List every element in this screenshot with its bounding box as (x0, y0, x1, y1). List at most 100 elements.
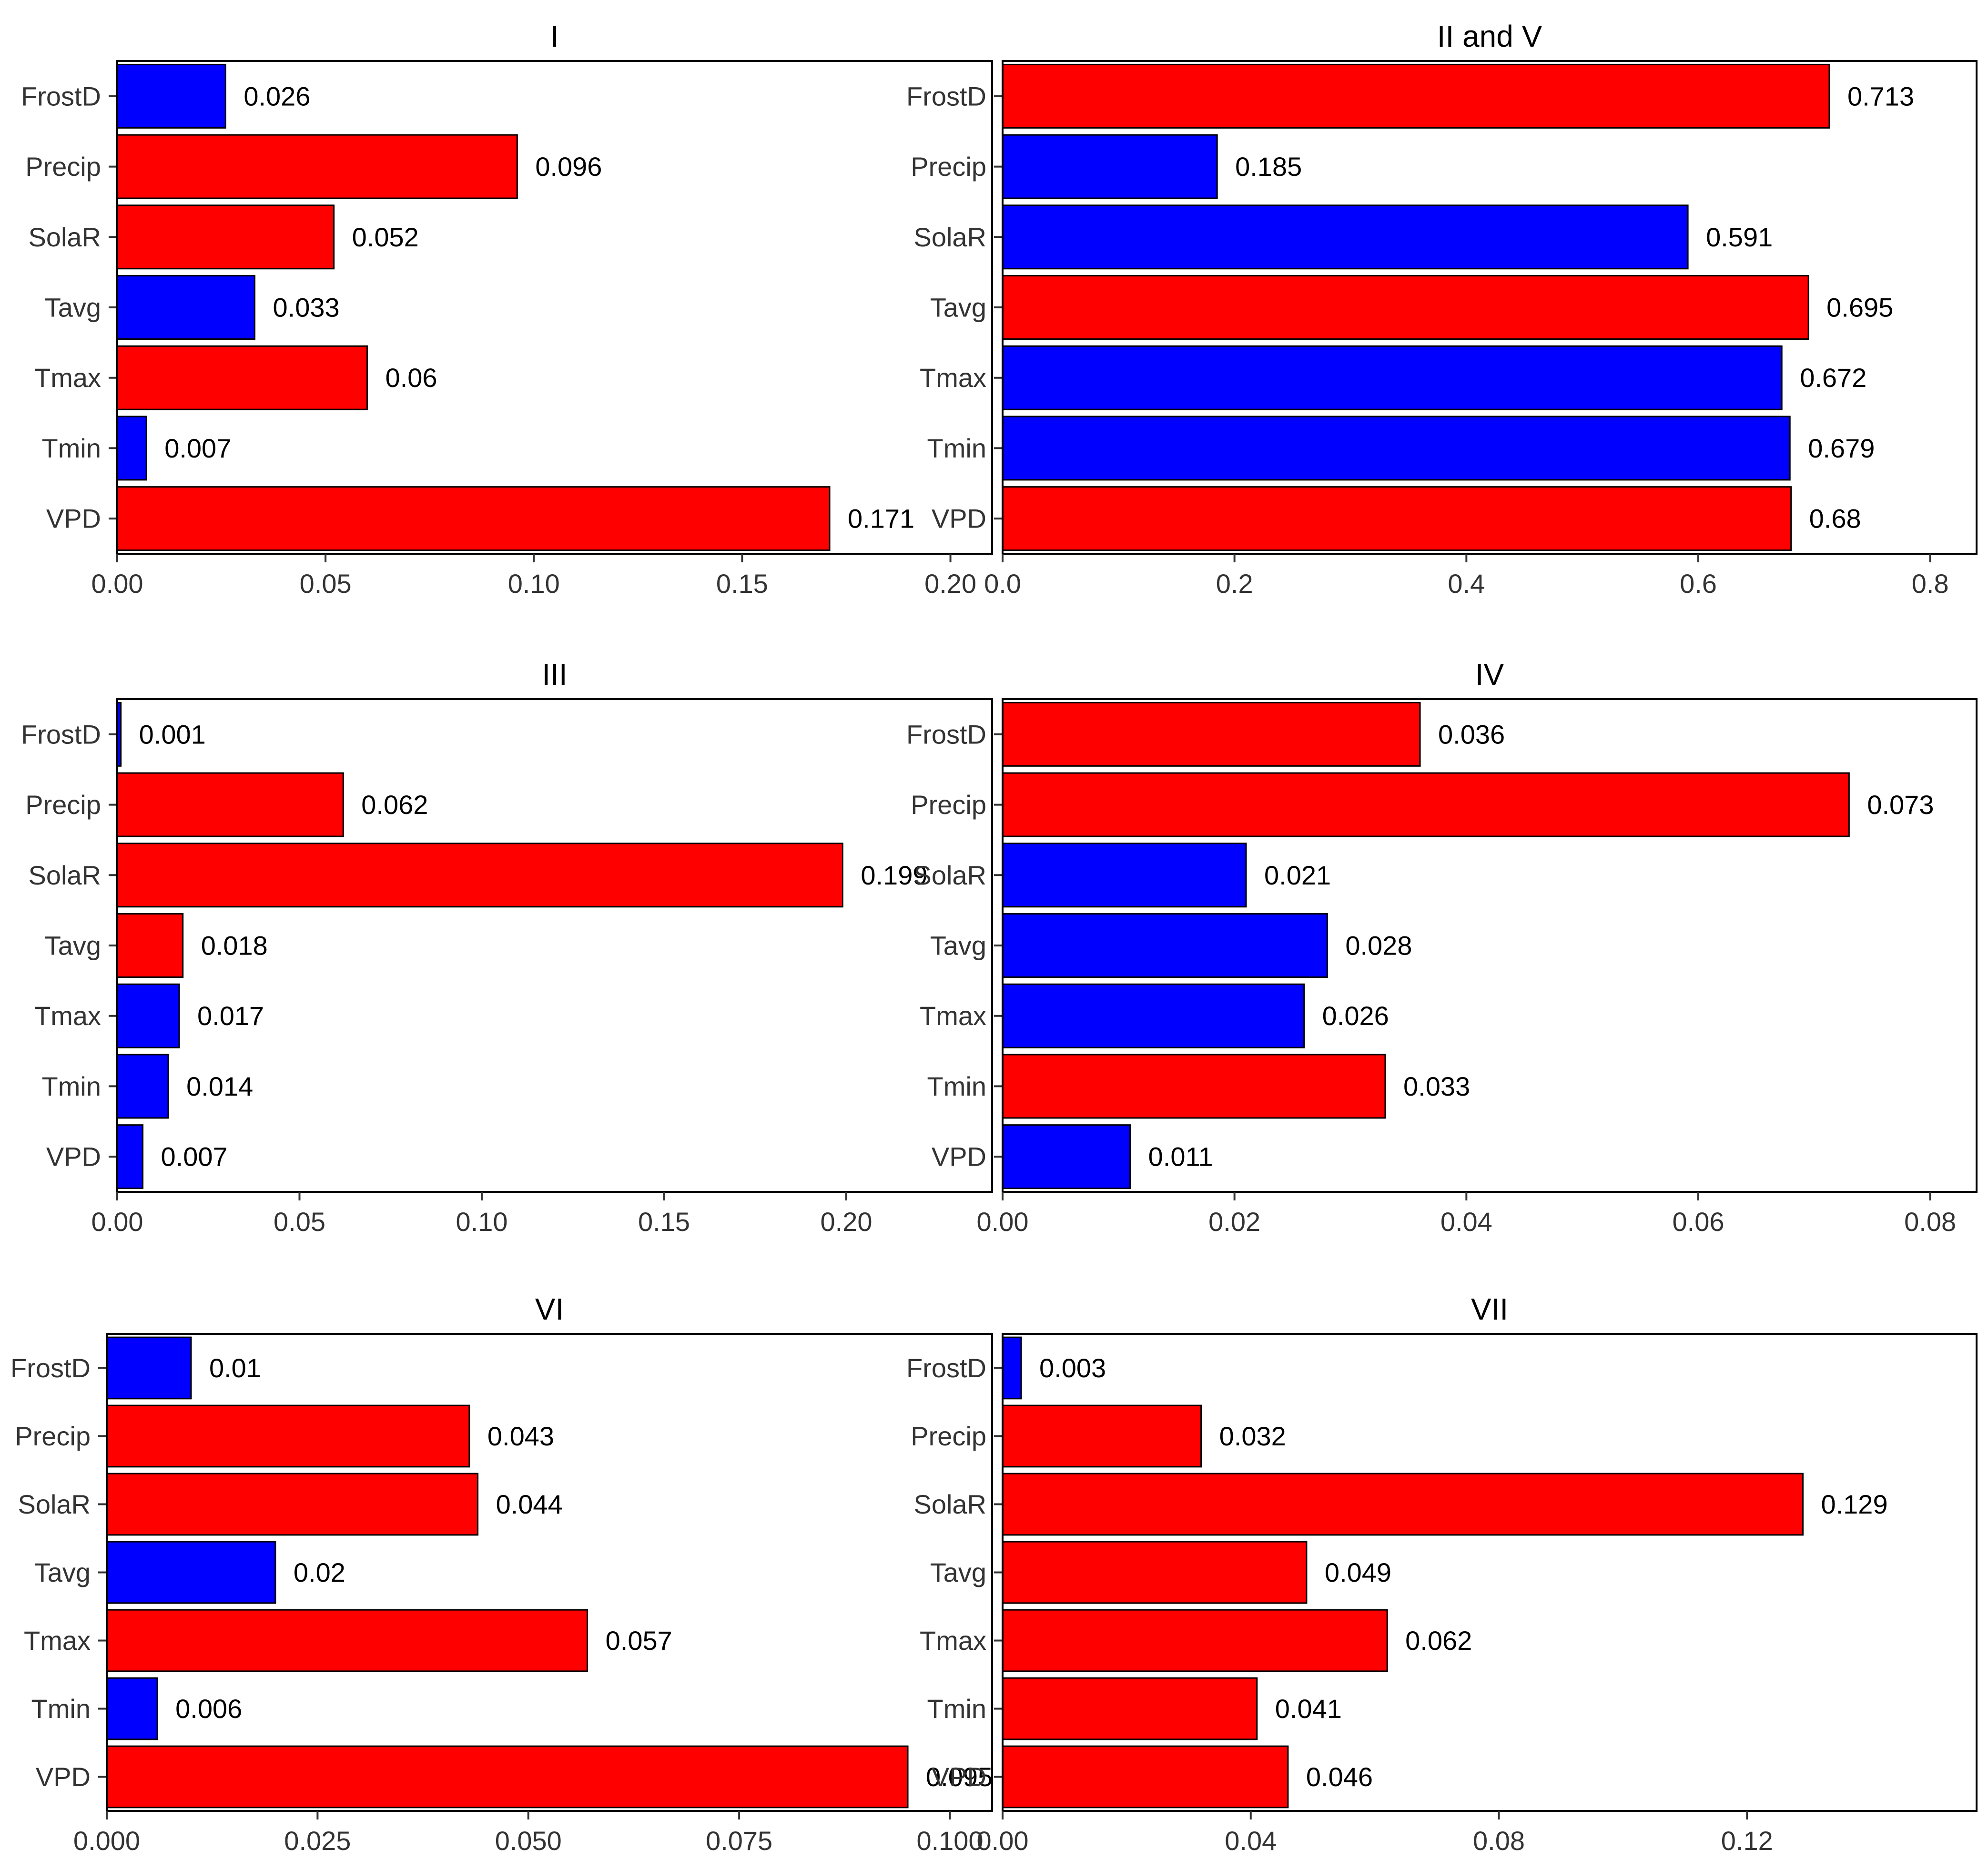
bar-precip (116, 134, 518, 199)
bar-precip (1002, 1404, 1202, 1468)
bar-precip (1002, 134, 1218, 199)
x-tick-label: 0.20 (924, 569, 976, 599)
value-label: 0.073 (1867, 790, 1934, 820)
value-label: 0.017 (197, 1001, 264, 1031)
category-label: VPD (932, 1142, 986, 1172)
category-label: Tavg (34, 1557, 91, 1587)
x-tick-label: 0.8 (1912, 569, 1949, 599)
category-label: Tmax (34, 1001, 101, 1031)
bar-tavg (116, 275, 256, 340)
category-label: Tavg (45, 293, 101, 323)
bar-precip (116, 772, 344, 837)
x-tick-label: 0.075 (706, 1826, 772, 1856)
value-label: 0.043 (487, 1421, 554, 1451)
bar-tmax (106, 1609, 588, 1672)
bar-frostd (106, 1336, 192, 1400)
category-label: Tmin (42, 433, 101, 463)
panel-5: VI FrostD 0.01 Precip 0.043 SolaR 0.044 Tavg 0.0… (10, 1292, 993, 1860)
bar-vpd (116, 1124, 144, 1189)
panel-title: VII (1471, 1292, 1508, 1326)
panel-title: I (550, 19, 559, 53)
category-label: FrostD (21, 719, 101, 749)
bar-frostd (116, 63, 226, 129)
value-label: 0.003 (1039, 1353, 1106, 1383)
category-label: Precip (15, 1421, 91, 1451)
value-label: 0.01 (209, 1353, 261, 1383)
x-tick-label: 0.12 (1721, 1826, 1773, 1856)
value-label: 0.096 (535, 152, 602, 182)
category-label: Tavg (45, 931, 101, 961)
bar-solar (116, 843, 843, 908)
category-label: Tavg (930, 931, 986, 961)
category-label: VPD (36, 1762, 91, 1792)
bar-tavg (1002, 1541, 1308, 1604)
bar-vpd (1002, 1745, 1289, 1809)
category-label: Tmin (927, 1071, 986, 1101)
x-tick-label: 0.15 (716, 569, 768, 599)
value-label: 0.001 (139, 719, 206, 749)
value-label: 0.041 (1275, 1694, 1342, 1724)
value-label: 0.591 (1706, 222, 1773, 252)
x-tick-label: 0.2 (1216, 569, 1253, 599)
category-label: Tmax (920, 1001, 986, 1031)
panel-title: VI (535, 1292, 564, 1326)
panel-1: I FrostD 0.026 Precip 0.096 SolaR 0.052 Tavg 0.0… (21, 19, 993, 599)
category-label: Precip (25, 152, 101, 182)
x-tick-label: 0.0 (984, 569, 1021, 599)
panel-4: IV FrostD 0.036 Precip 0.073 SolaR 0.021 Tavg 0.… (906, 657, 1978, 1237)
bar-vpd (116, 486, 831, 551)
value-label: 0.006 (175, 1694, 242, 1724)
category-label: VPD (932, 1762, 986, 1792)
bar-tmin (1002, 416, 1791, 481)
x-tick-label: 0.050 (495, 1826, 562, 1856)
bar-tmin (1002, 1677, 1258, 1740)
x-tick-label: 0.04 (1225, 1826, 1277, 1856)
bar-tavg (116, 913, 184, 978)
x-tick-label: 0.04 (1440, 1207, 1492, 1237)
x-tick-label: 0.08 (1473, 1826, 1525, 1856)
category-label: Precip (911, 152, 986, 182)
bar-tmax (1002, 1609, 1388, 1672)
x-tick-label: 0.15 (638, 1207, 690, 1237)
bar-tmax (1002, 345, 1783, 410)
plot-frame (106, 1333, 993, 1812)
value-label: 0.672 (1800, 363, 1866, 393)
x-tick-label: 0.05 (300, 569, 352, 599)
category-label: Tmax (920, 363, 986, 393)
bar-frostd (1002, 1336, 1022, 1400)
x-tick-label: 0.100 (916, 1826, 983, 1856)
panel-2: II and V FrostD 0.713 Precip 0.185 SolaR 0.591… (906, 19, 1978, 599)
bar-solar (116, 204, 335, 270)
x-tick-label: 0.08 (1904, 1207, 1956, 1237)
panel-title: IV (1475, 657, 1504, 691)
category-label: Tmax (24, 1626, 91, 1656)
bar-tmin (116, 416, 147, 481)
category-label: SolaR (913, 1489, 986, 1519)
bar-tmax (1002, 983, 1305, 1048)
category-label: FrostD (906, 719, 986, 749)
panel-title: III (542, 657, 567, 691)
panel-6: VII FrostD 0.003 Precip 0.032 SolaR 0.129 Tavg 0… (906, 1292, 1978, 1860)
value-label: 0.036 (1438, 719, 1505, 749)
bar-tmin (116, 1054, 169, 1119)
plot-frame (116, 60, 993, 555)
plot-frame (1002, 60, 1978, 555)
category-label: SolaR (913, 222, 986, 252)
x-tick-label: 0.000 (73, 1826, 140, 1856)
value-label: 0.026 (243, 81, 310, 111)
value-label: 0.679 (1808, 433, 1875, 463)
category-label: FrostD (21, 81, 101, 111)
category-label: SolaR (28, 222, 101, 252)
category-label: Tmax (34, 363, 101, 393)
bar-tavg (1002, 275, 1809, 340)
value-label: 0.046 (1306, 1762, 1373, 1792)
value-label: 0.02 (294, 1557, 345, 1587)
value-label: 0.026 (1322, 1001, 1389, 1031)
x-tick-label: 0.10 (508, 569, 560, 599)
value-label: 0.018 (201, 931, 268, 961)
value-label: 0.095 (926, 1762, 993, 1792)
plot-frame (116, 698, 993, 1193)
value-label: 0.007 (164, 433, 231, 463)
x-tick-label: 0.025 (284, 1826, 351, 1856)
